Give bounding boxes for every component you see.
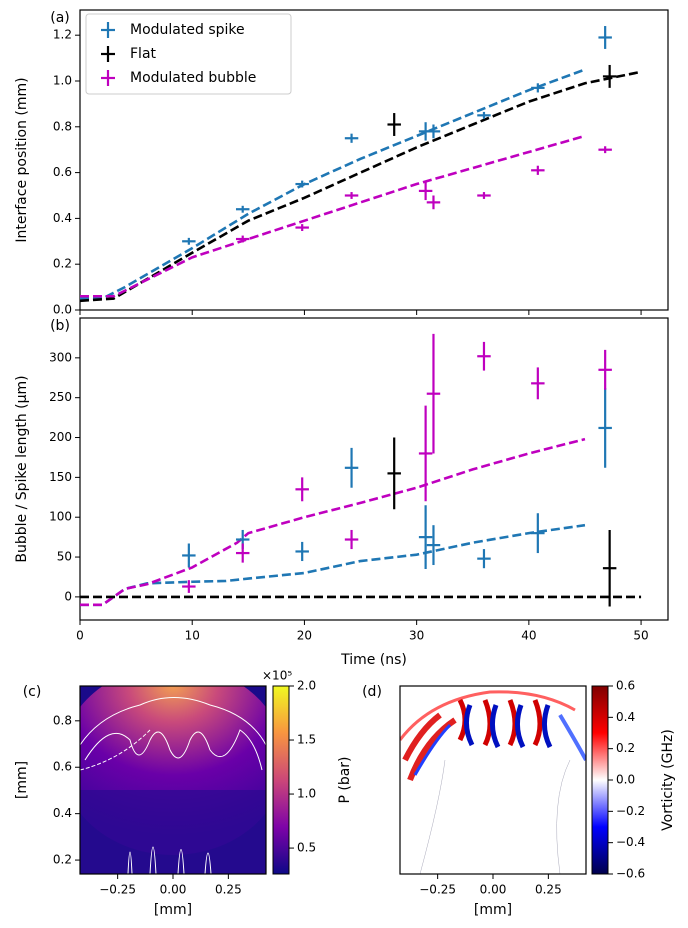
colorbar-label: P (bar) [337, 756, 353, 803]
y-tick-label: 0.6 [53, 760, 72, 774]
colorbar [272, 685, 290, 875]
colorbar-offset: ×10⁵ [262, 669, 292, 683]
x-axis-label: Time (ns) [340, 652, 407, 668]
x-tick-label: 20 [297, 629, 312, 643]
x-tick-label: 40 [521, 629, 536, 643]
x-axis-label: [mm] [474, 902, 512, 918]
colorbar-tick-label: 0.6 [616, 679, 635, 693]
y-tick-label: 0.4 [53, 806, 72, 820]
legend-box [85, 13, 292, 95]
y-tick-label: 0.0 [53, 303, 72, 317]
x-axis-label: [mm] [154, 902, 192, 918]
y-axis-label: [mm] [14, 761, 30, 799]
y-tick-label: 150 [49, 470, 72, 484]
x-tick-label: 30 [409, 629, 424, 643]
legend-label: Modulated spike [130, 22, 245, 38]
plot-frame [79, 317, 669, 621]
y-tick-label: 50 [57, 550, 72, 564]
y-tick-label: 250 [49, 390, 72, 404]
colorbar-tick-label: 0.5 [297, 841, 316, 855]
panel-label: (c) [23, 684, 42, 700]
y-axis-label: Bubble / Spike length (μm) [14, 375, 30, 562]
colorbar-tick-label: −0.4 [616, 835, 645, 849]
x-tick-label: 0.25 [215, 883, 242, 897]
y-tick-label: 0.8 [53, 119, 72, 133]
y-tick-label: 0 [64, 589, 72, 603]
colorbar-tick-label: 0.4 [616, 710, 635, 724]
x-tick-label: 0 [76, 629, 84, 643]
panel-label: (a) [50, 10, 70, 26]
colorbar-tick-label: 1.0 [297, 787, 316, 801]
y-tick-label: 0.6 [53, 165, 72, 179]
colorbar-tick-label: 2.0 [297, 679, 316, 693]
y-tick-label: 300 [49, 350, 72, 364]
colorbar-tick-label: −0.2 [616, 804, 645, 818]
y-tick-label: 100 [49, 510, 72, 524]
colorbar-tick-label: 0.2 [616, 741, 635, 755]
y-tick-label: 1.2 [53, 28, 72, 42]
y-axis-label: Interface position (mm) [14, 77, 30, 242]
legend-label: Flat [130, 46, 157, 62]
model-line [80, 437, 586, 607]
vorticity-image [400, 686, 586, 874]
y-tick-label: 0.8 [53, 713, 72, 727]
x-tick-label: 0.25 [535, 883, 562, 897]
x-tick-label: 0.00 [480, 883, 507, 897]
model-line [80, 523, 586, 607]
colorbar-tick-label: 0.0 [616, 773, 635, 787]
pressure-image [80, 686, 266, 874]
colorbar [591, 685, 609, 875]
x-tick-label: −0.25 [419, 883, 456, 897]
panel-label: (b) [50, 318, 70, 334]
panel-label: (d) [362, 684, 382, 700]
y-tick-label: 0.2 [53, 257, 72, 271]
y-tick-label: 200 [49, 430, 72, 444]
x-tick-label: 50 [633, 629, 648, 643]
legend-label: Modulated bubble [130, 70, 256, 86]
colorbar-tick-label: 1.5 [297, 733, 316, 747]
y-tick-label: 0.2 [53, 853, 72, 867]
plot-frame [79, 9, 669, 311]
model-line [80, 134, 586, 298]
y-tick-label: 1.0 [53, 73, 72, 87]
y-tick-label: 0.4 [53, 211, 72, 225]
colorbar-tick-label: −0.6 [616, 867, 645, 881]
x-tick-label: −0.25 [99, 883, 136, 897]
model-line [79, 70, 642, 303]
x-tick-label: 0.00 [160, 883, 187, 897]
x-tick-label: 10 [185, 629, 200, 643]
colorbar-label: Vorticity (GHz) [660, 729, 676, 831]
